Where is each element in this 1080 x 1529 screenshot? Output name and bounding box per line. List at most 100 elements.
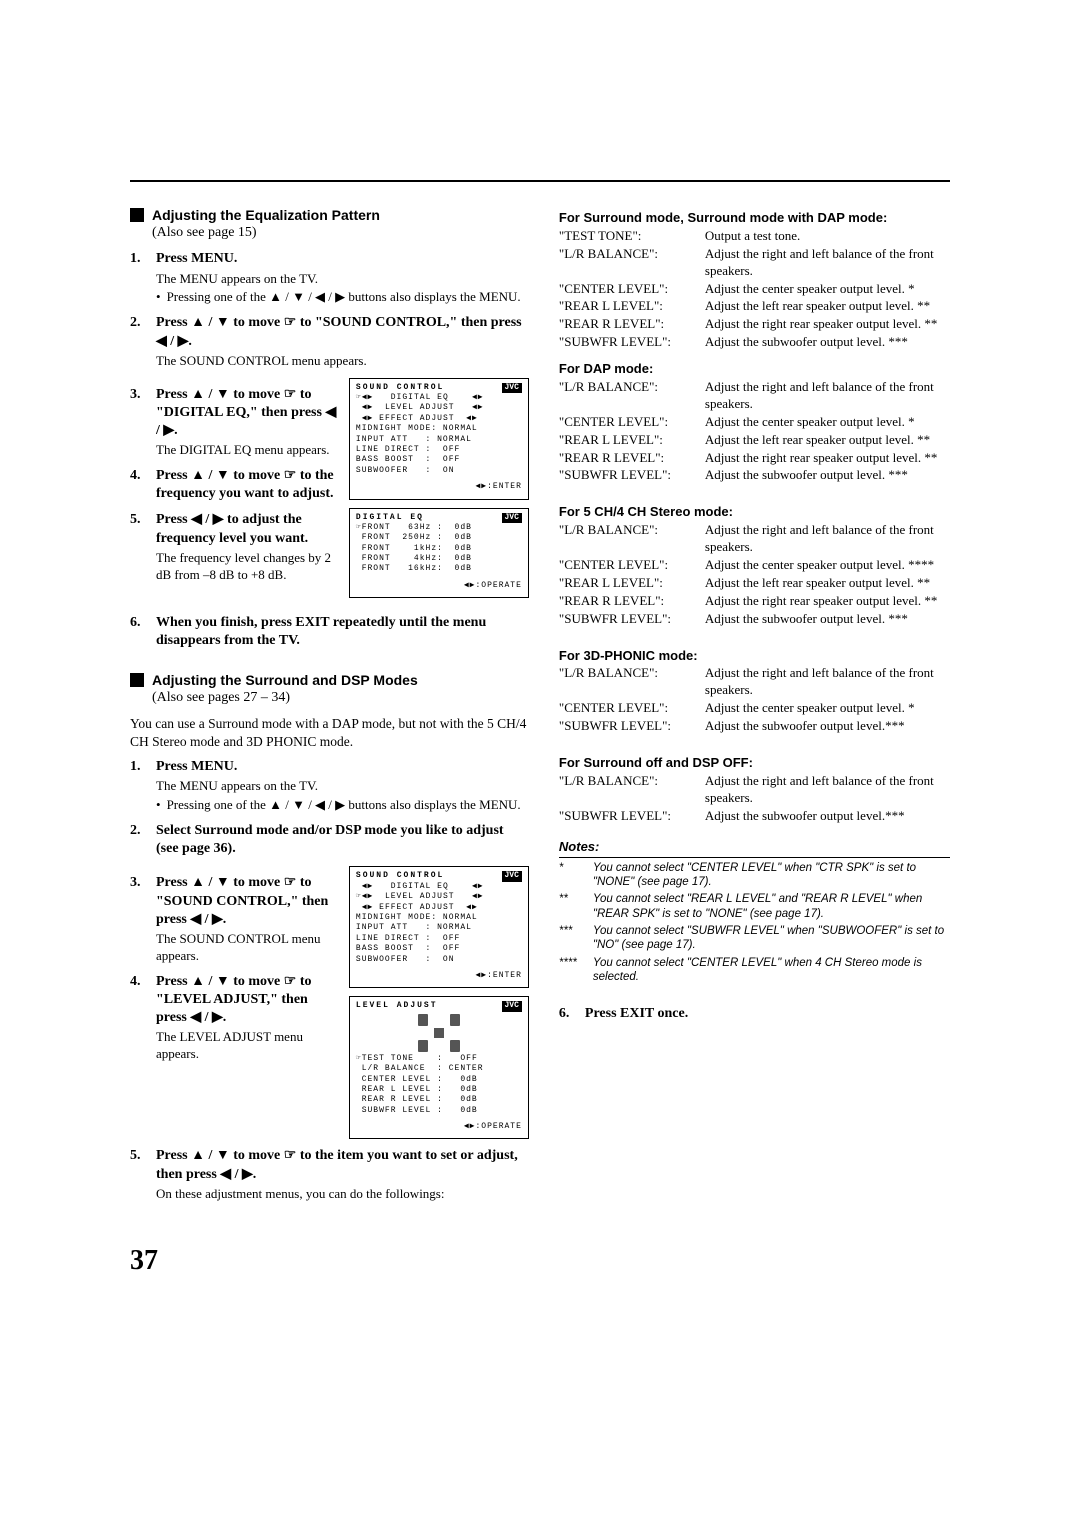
step-sub: The MENU appears on the TV. xyxy=(156,271,529,288)
definition-value: Adjust the subwoofer output level.*** xyxy=(705,808,950,825)
definition-row: "L/R BALANCE":Adjust the right and left … xyxy=(559,522,950,556)
definition-row: "SUBWFR LEVEL":Adjust the subwoofer outp… xyxy=(559,611,950,628)
two-column-layout: Adjusting the Equalization Pattern (Also… xyxy=(130,200,950,1279)
step-sub: The MENU appears on the TV. xyxy=(156,778,529,795)
osd-title: SOUND CONTROL xyxy=(356,871,444,881)
eq-step-2: 2. Press ▲ / ▼ to move ☞ to "SOUND CONTR… xyxy=(130,314,529,369)
note-text: You cannot select "SUBWFR LEVEL" when "S… xyxy=(593,924,950,953)
bullet-text: Pressing one of the ▲ / ▼ / ◀ / ▶ button… xyxy=(167,797,521,814)
eq-step-1: 1. Press MENU. The MENU appears on the T… xyxy=(130,250,529,306)
step-title: Select Surround mode and/or DSP mode you… xyxy=(156,822,529,858)
osd-title: DIGITAL EQ xyxy=(356,513,424,523)
step-number: 4. xyxy=(130,973,146,1063)
definition-key: "CENTER LEVEL": xyxy=(559,281,699,298)
definition-value: Adjust the right and left balance of the… xyxy=(705,246,950,280)
definition-key: "L/R BALANCE": xyxy=(559,773,699,807)
eq-heading-text: Adjusting the Equalization Pattern xyxy=(152,206,380,224)
definition-value: Adjust the right rear speaker output lev… xyxy=(705,593,950,610)
definition-key: "SUBWFR LEVEL": xyxy=(559,467,699,484)
eq-step-6: 6. When you finish, press EXIT repeatedl… xyxy=(130,614,529,650)
definition-key: "REAR R LEVEL": xyxy=(559,316,699,333)
osd-line: REAR R LEVEL : 0dB xyxy=(356,1095,522,1105)
jvc-logo-icon: JVC xyxy=(502,513,522,523)
note-text: You cannot select "CENTER LEVEL" when 4 … xyxy=(593,956,950,985)
square-bullet-icon xyxy=(130,673,144,687)
notes-heading: Notes: xyxy=(559,839,950,858)
definition-value: Adjust the center speaker output level. … xyxy=(705,281,950,298)
definition-row: "SUBWFR LEVEL":Adjust the subwoofer outp… xyxy=(559,718,950,735)
bullet-text: Pressing one of the ▲ / ▼ / ◀ / ▶ button… xyxy=(167,289,521,306)
osd-line: MIDNIGHT MODE: NORMAL xyxy=(356,913,522,923)
step-bullet: • Pressing one of the ▲ / ▼ / ◀ / ▶ butt… xyxy=(156,797,529,814)
step-number: 3. xyxy=(130,386,146,459)
jvc-logo-icon: JVC xyxy=(502,871,522,881)
osd-line: ◀▶ LEVEL ADJUST ◀▶ xyxy=(356,403,522,413)
sec3-title: For 5 CH/4 CH Stereo mode: xyxy=(559,504,950,521)
step-sub: The SOUND CONTROL menu appears. xyxy=(156,931,339,965)
definition-row: "L/R BALANCE":Adjust the right and left … xyxy=(559,665,950,699)
osd-line: BASS BOOST : OFF xyxy=(356,455,522,465)
definition-row: "REAR R LEVEL":Adjust the right rear spe… xyxy=(559,316,950,333)
definition-row: "CENTER LEVEL":Adjust the center speaker… xyxy=(559,557,950,574)
step-sub: The SOUND CONTROL menu appears. xyxy=(156,353,529,370)
speaker-icon xyxy=(450,1040,460,1052)
osd-line: BASS BOOST : OFF xyxy=(356,944,522,954)
definition-key: "SUBWFR LEVEL": xyxy=(559,334,699,351)
osd-line: ◀▶ EFFECT ADJUST ◀▶ xyxy=(356,414,522,424)
osd-line: ◀▶ EFFECT ADJUST ◀▶ xyxy=(356,903,522,913)
definition-key: "SUBWFR LEVEL": xyxy=(559,808,699,825)
osd-sound-control: SOUND CONTROL JVC ☞◀▶ DIGITAL EQ ◀▶ ◀▶ L… xyxy=(349,378,529,500)
sec5-defs: "L/R BALANCE":Adjust the right and left … xyxy=(559,773,950,825)
osd-digital-eq: DIGITAL EQ JVC ☞FRONT 63Hz : 0dB FRONT 2… xyxy=(349,508,529,599)
osd-title: LEVEL ADJUST xyxy=(356,1001,438,1011)
note-row: *You cannot select "CENTER LEVEL" when "… xyxy=(559,861,950,890)
page-number: 37 xyxy=(130,1243,529,1279)
eq-step-3: 3. Press ▲ / ▼ to move ☞ to "DIGITAL EQ,… xyxy=(130,386,339,459)
speaker-front-row xyxy=(356,1014,522,1026)
eq-step-3-4-5-row: 3. Press ▲ / ▼ to move ☞ to "DIGITAL EQ,… xyxy=(130,378,529,607)
definition-row: "SUBWFR LEVEL":Adjust the subwoofer outp… xyxy=(559,467,950,484)
osd-line: INPUT ATT : NORMAL xyxy=(356,923,522,933)
step-number: 1. xyxy=(130,758,146,814)
osd-sound-control-2: SOUND CONTROL JVC ◀▶ DIGITAL EQ ◀▶☞◀▶ LE… xyxy=(349,866,529,988)
sec2-title: For DAP mode: xyxy=(559,361,950,378)
definition-value: Adjust the center speaker output level. … xyxy=(705,700,950,717)
osd-line: ☞TEST TONE : OFF xyxy=(356,1054,522,1064)
step-title: Press ▲ / ▼ to move ☞ to "SOUND CONTROL,… xyxy=(156,874,339,929)
definition-key: "CENTER LEVEL": xyxy=(559,414,699,431)
speaker-center-icon xyxy=(434,1028,444,1038)
note-asterisk: * xyxy=(559,861,585,890)
definition-value: Adjust the center speaker output level. … xyxy=(705,557,950,574)
osd-lines: ☞FRONT 63Hz : 0dB FRONT 250Hz : 0dB FRON… xyxy=(356,523,522,575)
step-number: 6. xyxy=(559,1005,575,1023)
jvc-logo-icon: JVC xyxy=(502,1001,522,1011)
surr-heading-text: Adjusting the Surround and DSP Modes xyxy=(152,671,418,689)
surr-step-3-4-row: 3. Press ▲ / ▼ to move ☞ to "SOUND CONTR… xyxy=(130,866,529,1139)
osd-line: LINE DIRECT : OFF xyxy=(356,445,522,455)
osd-enter: ◀▶:OPERATE xyxy=(356,581,522,591)
definition-key: "SUBWFR LEVEL": xyxy=(559,718,699,735)
definition-row: "REAR L LEVEL":Adjust the left rear spea… xyxy=(559,575,950,592)
sec4-title: For 3D-PHONIC mode: xyxy=(559,648,950,665)
definition-row: "REAR R LEVEL":Adjust the right rear spe… xyxy=(559,450,950,467)
definition-key: "REAR L LEVEL": xyxy=(559,575,699,592)
osd-line: MIDNIGHT MODE: NORMAL xyxy=(356,424,522,434)
definition-key: "SUBWFR LEVEL": xyxy=(559,611,699,628)
definition-value: Adjust the right and left balance of the… xyxy=(705,522,950,556)
sec5-title: For Surround off and DSP OFF: xyxy=(559,755,950,772)
osd-title: SOUND CONTROL xyxy=(356,383,444,393)
osd-lines: ☞◀▶ DIGITAL EQ ◀▶ ◀▶ LEVEL ADJUST ◀▶ ◀▶ … xyxy=(356,393,522,476)
definition-key: "TEST TONE": xyxy=(559,228,699,245)
square-bullet-icon xyxy=(130,208,144,222)
bullet-dot-icon: • xyxy=(156,289,161,306)
speaker-rear-row xyxy=(356,1040,522,1052)
osd-enter: ◀▶:ENTER xyxy=(356,971,522,981)
eq-step-5: 5. Press ◀ / ▶ to adjust the frequency l… xyxy=(130,511,339,583)
step-title: Press ◀ / ▶ to adjust the frequency leve… xyxy=(156,511,339,547)
step-number: 5. xyxy=(130,511,146,583)
surr-step-1: 1. Press MENU. The MENU appears on the T… xyxy=(130,758,529,814)
speaker-icon xyxy=(450,1014,460,1026)
surr-step-3: 3. Press ▲ / ▼ to move ☞ to "SOUND CONTR… xyxy=(130,874,339,964)
definition-row: "REAR L LEVEL":Adjust the left rear spea… xyxy=(559,298,950,315)
sec2-defs: "L/R BALANCE":Adjust the right and left … xyxy=(559,379,950,484)
